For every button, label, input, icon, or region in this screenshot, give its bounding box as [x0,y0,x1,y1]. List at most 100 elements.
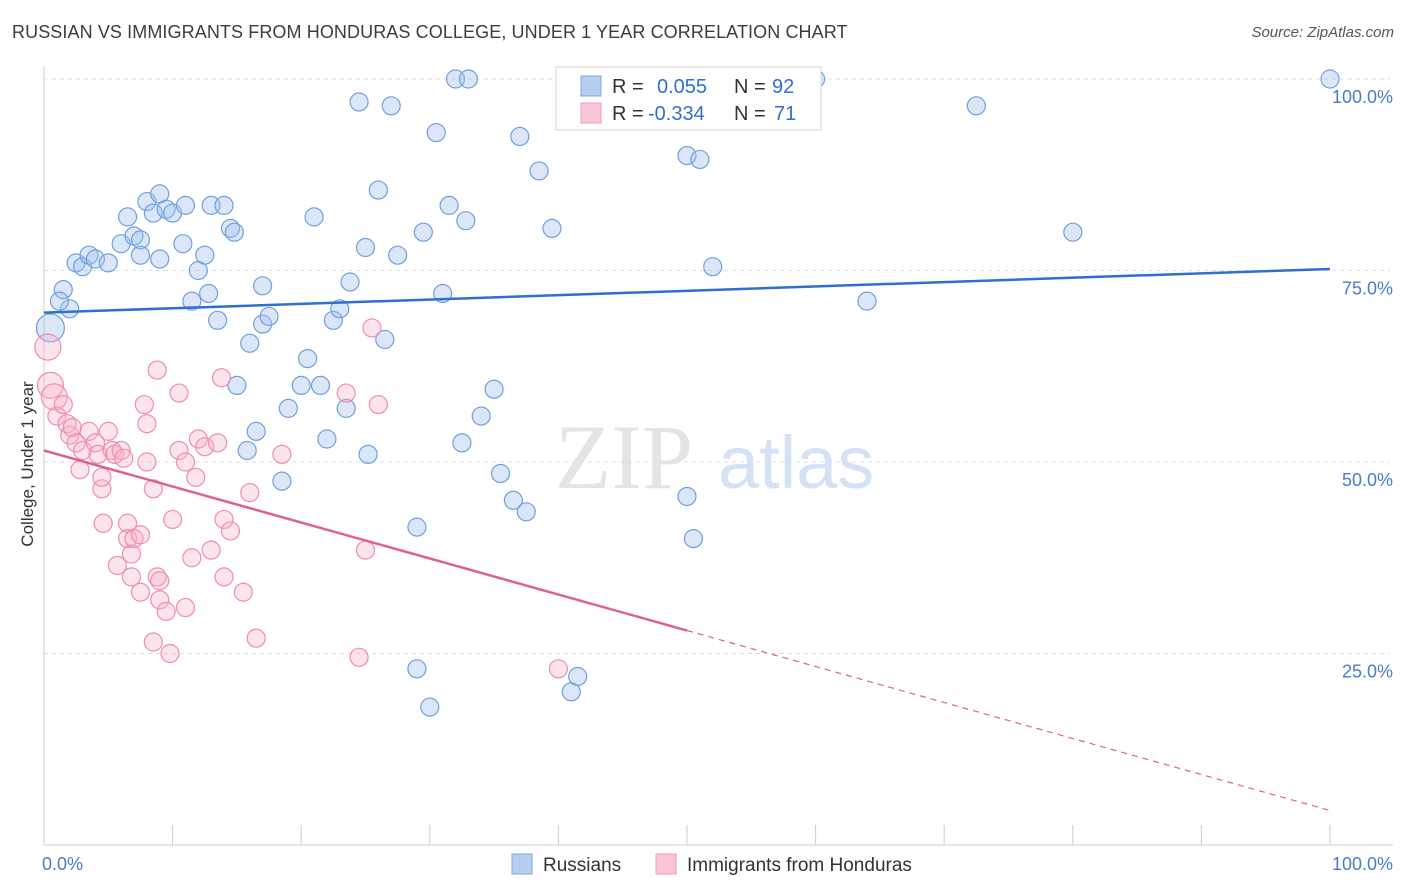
russians-point-2 [60,299,80,319]
honduras-point-64 [368,394,388,415]
russians-point-79 [677,486,697,507]
russians-point-65 [456,211,476,231]
y-tick-labels: 100.0% 75.0% 50.0% 25.0% [1332,87,1393,682]
honduras-point-11 [79,421,99,441]
honduras-point-28 [130,525,151,545]
honduras-point-63 [362,318,382,338]
honduras-point-38 [150,590,170,610]
honduras-point-41 [163,509,183,530]
y-tick-label-0: 100.0% [1332,87,1393,107]
russians-point-25 [199,283,219,304]
russians-point-55 [388,245,408,265]
honduras-point-51 [208,433,228,453]
russians-point-3 [49,291,70,311]
russians-point-51 [358,444,378,464]
russians-point-52 [368,180,388,200]
legend-n-label-honduras: N = [734,103,766,125]
honduras-point-17 [98,421,118,441]
gridlines [44,78,1390,654]
russians-point-15 [143,203,163,223]
honduras-point-58 [246,628,266,648]
honduras-point-50 [201,540,221,560]
bottom-legend-label-honduras: Immigrants from Honduras [687,855,912,876]
honduras-point-20 [107,555,127,576]
data-points [34,69,1340,717]
honduras-point-46 [182,548,202,568]
honduras-point-52 [211,368,232,388]
honduras-point-26 [121,567,142,587]
russians-point-86 [966,96,986,116]
russians-point-46 [330,299,350,319]
honduras-point-6 [60,425,80,445]
russians-point-47 [336,398,356,418]
russians-point-32 [240,333,260,353]
russians-point-58 [413,222,433,242]
honduras-point-3 [47,406,67,426]
honduras-point-47 [186,467,206,487]
honduras-point-44 [175,597,196,618]
legend-r-label-russians: R = [612,76,644,98]
honduras-point-32 [137,414,157,434]
y-tick-label-1: 75.0% [1342,279,1393,299]
russians-point-17 [150,249,170,269]
russians-point-48 [340,272,360,292]
russians-point-7 [85,249,106,269]
honduras-point-16 [93,513,113,533]
russians-point-20 [175,195,196,215]
russians-point-49 [349,92,369,112]
russians-point-35 [253,314,273,334]
russians-point-88 [1320,69,1340,89]
honduras-point-12 [85,433,106,453]
russians-point-72 [516,502,536,522]
russians-point-21 [173,234,193,254]
russians-point-38 [272,471,292,491]
russians-point-42 [304,207,324,227]
honduras-point-15 [92,467,112,487]
honduras-point-59 [272,444,292,464]
x-tick-label-start: 0.0% [42,854,83,874]
russians-point-8 [98,253,118,273]
honduras-point-33 [143,632,163,652]
honduras-point-49 [195,437,215,457]
honduras-point-31 [137,452,157,472]
honduras-point-60 [336,383,356,403]
russians-point-87 [1063,222,1083,242]
russians-point-27 [214,195,234,215]
y-tick-label-3: 25.0% [1342,662,1393,682]
honduras-point-34 [143,479,163,499]
honduras-point-0 [34,333,62,361]
honduras-point-21 [111,440,131,461]
russians-point-50 [355,237,376,258]
honduras-point-24 [117,528,138,549]
russians-point-54 [381,96,401,116]
honduras-point-62 [355,540,376,560]
chart-title: RUSSIAN VS IMMIGRANTS FROM HONDURAS COLL… [12,22,848,42]
honduras-point-5 [57,414,77,434]
x-tick-label-end: 100.0% [1332,854,1393,874]
russians-point-64 [452,433,472,453]
legend-swatch-honduras [580,102,602,124]
russians-point-81 [690,149,710,170]
russians-point-36 [259,306,279,327]
russians-point-57 [407,517,427,537]
legend-r-label-honduras: R = [612,103,644,125]
honduras-point-54 [214,509,234,530]
honduras-point-29 [130,582,151,602]
russians-point-44 [317,429,337,449]
russians-point-22 [182,291,202,311]
russians-point-12 [130,230,151,250]
russians-point-76 [568,666,588,687]
honduras-point-65 [548,659,569,679]
russians-point-45 [323,310,343,330]
honduras-point-36 [147,360,167,380]
honduras-point-61 [349,647,369,667]
honduras-point-55 [220,521,241,541]
y-axis-title: College, Under 1 year [18,381,37,547]
honduras-point-25 [121,544,142,564]
honduras-point-45 [175,452,196,472]
bottom-legend-label-russians: Russians [543,855,621,876]
russians-point-24 [195,245,215,265]
russians-point-39 [278,398,298,418]
russians-point-40 [291,375,311,395]
